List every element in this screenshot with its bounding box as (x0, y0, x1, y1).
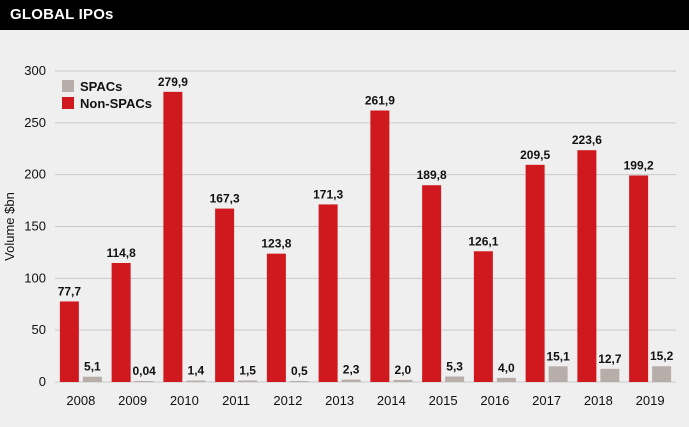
bar-non-spacs (215, 208, 235, 382)
bar-non-spacs (473, 251, 493, 382)
y-tick-label: 200 (24, 167, 46, 182)
data-label-non-spacs: 123,8 (261, 237, 291, 251)
y-tick-label: 0 (39, 374, 46, 389)
data-label-non-spacs: 77,7 (58, 284, 82, 298)
data-label-spacs: 1,4 (188, 364, 205, 378)
bar-spacs (548, 366, 568, 382)
x-tick-label: 2016 (480, 393, 509, 408)
chart-header: GLOBAL IPOs (0, 0, 689, 30)
data-label-spacs: 0,5 (291, 364, 308, 378)
bar-spacs (134, 381, 154, 382)
data-label-non-spacs: 171,3 (313, 187, 343, 201)
bar-spacs (82, 376, 102, 382)
legend-swatch (62, 97, 74, 109)
x-tick-label: 2014 (377, 393, 406, 408)
x-tick-label: 2010 (170, 393, 199, 408)
data-label-non-spacs: 114,8 (106, 246, 136, 260)
data-label-spacs: 15,2 (650, 349, 674, 363)
bar-non-spacs (266, 253, 286, 382)
y-tick-label: 250 (24, 115, 46, 130)
bar-non-spacs (111, 262, 131, 382)
data-label-spacs: 15,1 (546, 349, 570, 363)
data-label-non-spacs: 209,5 (520, 148, 550, 162)
data-label-non-spacs: 199,2 (624, 158, 654, 172)
bar-spacs (652, 366, 672, 382)
bar-spacs (238, 380, 258, 382)
bar-non-spacs (629, 175, 649, 382)
y-tick-label: 50 (32, 322, 46, 337)
x-tick-label: 2013 (325, 393, 354, 408)
bar-spacs (393, 379, 413, 382)
bar-non-spacs (163, 91, 183, 382)
data-label-non-spacs: 189,8 (417, 168, 447, 182)
x-tick-label: 2009 (118, 393, 147, 408)
x-tick-label: 2015 (429, 393, 458, 408)
data-label-spacs: 2,3 (343, 363, 360, 377)
x-tick-label: 2008 (66, 393, 95, 408)
data-label-non-spacs: 223,6 (572, 133, 602, 147)
data-label-non-spacs: 261,9 (365, 93, 395, 107)
data-label-non-spacs: 279,9 (158, 75, 188, 89)
legend-swatch (62, 80, 74, 92)
data-label-spacs: 0,04 (132, 364, 156, 378)
data-label-spacs: 5,1 (84, 360, 101, 374)
bar-spacs (600, 368, 620, 382)
bar-non-spacs (577, 150, 597, 382)
data-label-non-spacs: 126,1 (468, 234, 498, 248)
bar-non-spacs (370, 110, 390, 382)
data-label-spacs: 4,0 (498, 361, 515, 375)
data-label-non-spacs: 167,3 (210, 192, 240, 206)
bar-spacs (186, 380, 206, 382)
y-tick-label: 300 (24, 63, 46, 78)
x-tick-label: 2017 (532, 393, 561, 408)
legend-label: SPACs (80, 79, 122, 94)
x-tick-label: 2019 (636, 393, 665, 408)
data-label-spacs: 12,7 (598, 352, 622, 366)
bar-non-spacs (318, 204, 338, 382)
x-tick-label: 2011 (222, 393, 250, 408)
chart-title: GLOBAL IPOs (10, 6, 114, 23)
y-tick-label: 100 (24, 270, 46, 285)
data-label-spacs: 5,3 (446, 360, 463, 374)
x-tick-label: 2012 (273, 393, 302, 408)
bar-spacs (496, 377, 516, 382)
y-tick-label: 150 (24, 219, 46, 234)
bar-non-spacs (525, 164, 545, 382)
bar-non-spacs (59, 301, 79, 382)
legend-label: Non-SPACs (80, 96, 152, 111)
y-axis-label: Volume $bn (2, 192, 17, 261)
bar-non-spacs (422, 185, 442, 382)
bar-spacs (341, 379, 361, 382)
bar-spacs (445, 376, 465, 382)
bar-spacs (289, 381, 309, 382)
data-label-spacs: 1,5 (239, 363, 256, 377)
data-label-spacs: 2,0 (395, 363, 412, 377)
x-tick-label: 2018 (584, 393, 613, 408)
